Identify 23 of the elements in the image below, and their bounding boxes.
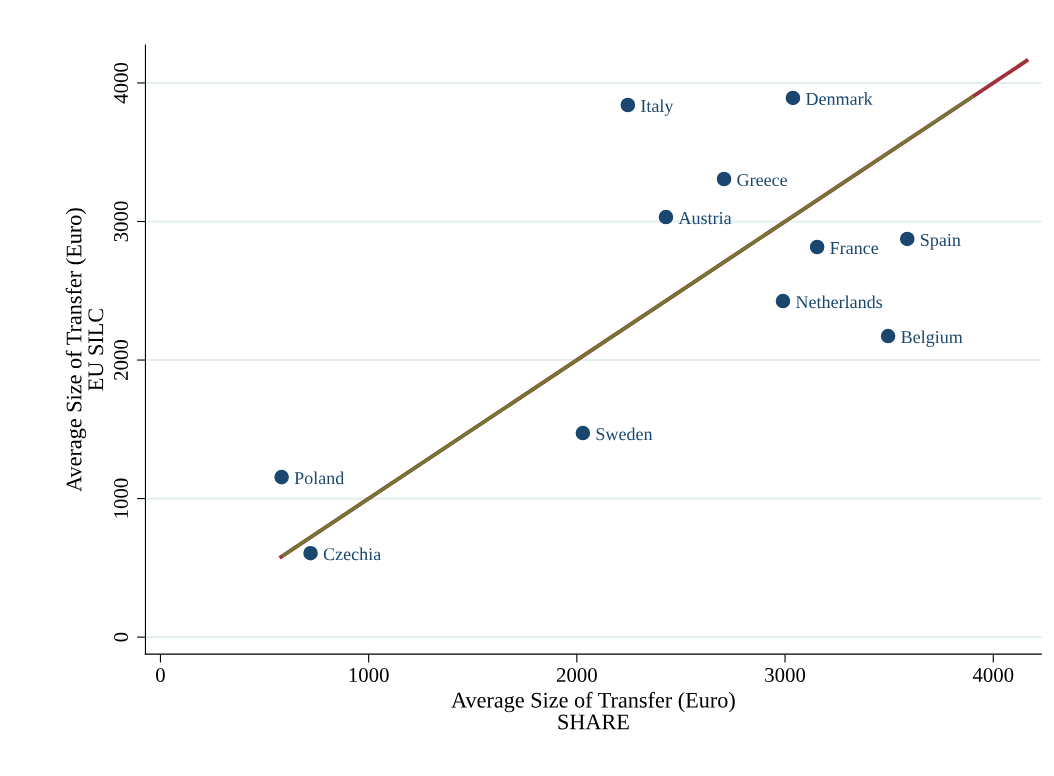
x-tick-label: 3000 <box>765 667 806 683</box>
annotation: France <box>830 242 879 255</box>
y-tick-label: 2000 <box>113 340 129 380</box>
x-tick-label: 4000 <box>972 667 1014 683</box>
x-axis-title: Average Size of Transfer (Euro) SHARE <box>451 691 735 730</box>
annotation: Denmark <box>805 92 873 106</box>
annotation: Poland <box>294 471 345 485</box>
annotation: Czechia <box>323 547 381 561</box>
y-tick-label: 1000 <box>113 478 129 518</box>
annotation: Italy <box>641 99 674 116</box>
y-tick-label: 0 <box>113 632 129 642</box>
annotation: Austria <box>678 212 732 225</box>
annotation: Spain <box>920 233 961 250</box>
y-axis-title: Average Size of Transfer (Euro) EU SILC <box>65 208 104 492</box>
x-tick-label: 2000 <box>556 667 597 683</box>
annotation: Sweden <box>596 427 653 441</box>
x-tick-label: 1000 <box>349 667 389 683</box>
x-tick-label: 0 <box>156 667 165 683</box>
annotation: Netherlands <box>795 295 883 309</box>
y-tick-label: 3000 <box>113 201 129 242</box>
annotation: Greece <box>737 173 788 187</box>
annotation: Belgium <box>901 330 963 347</box>
y-tick-label: 4000 <box>113 62 129 104</box>
